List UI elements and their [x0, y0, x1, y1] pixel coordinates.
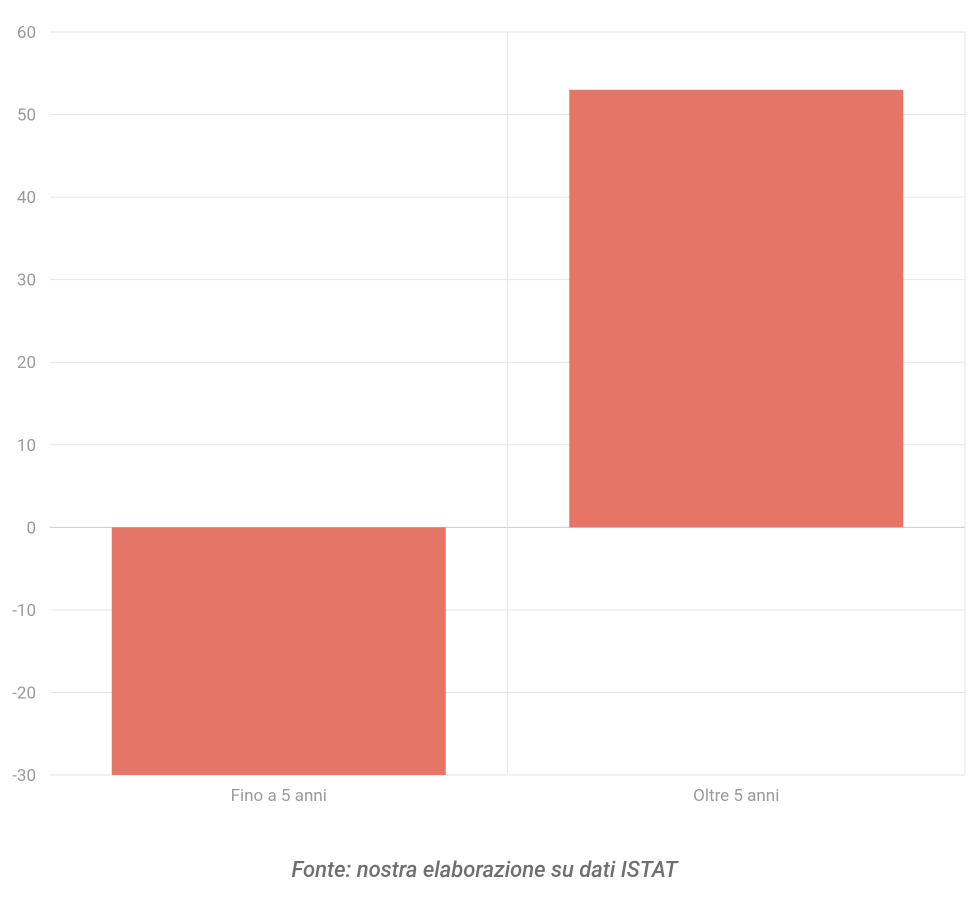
ytick-label: 60: [17, 23, 36, 43]
ytick-label: -10: [12, 601, 36, 621]
chart-svg: -30 -20 -10 0 10 20 30 40 50 60 Fino a 5 anni Oltre…: [0, 0, 969, 912]
ytick-label: 30: [17, 271, 36, 291]
xtick-label: Oltre 5 anni: [693, 786, 779, 806]
ytick-label: 20: [17, 353, 36, 373]
bar-chart: -30 -20 -10 0 10 20 30 40 50 60 Fino a 5 anni Oltre…: [0, 0, 969, 912]
ytick-label: 40: [17, 188, 36, 208]
ytick-label: 50: [17, 106, 36, 126]
ytick-label: -20: [12, 683, 36, 703]
ytick-label: 10: [17, 436, 36, 456]
chart-caption: Fonte: nostra elaborazione su dati ISTAT: [0, 858, 969, 883]
chart-bar: [112, 527, 446, 775]
xtick-label: Fino a 5 anni: [231, 786, 327, 806]
ytick-label: 0: [26, 518, 36, 538]
chart-bar: [569, 90, 903, 528]
ytick-label: -30: [12, 766, 36, 786]
